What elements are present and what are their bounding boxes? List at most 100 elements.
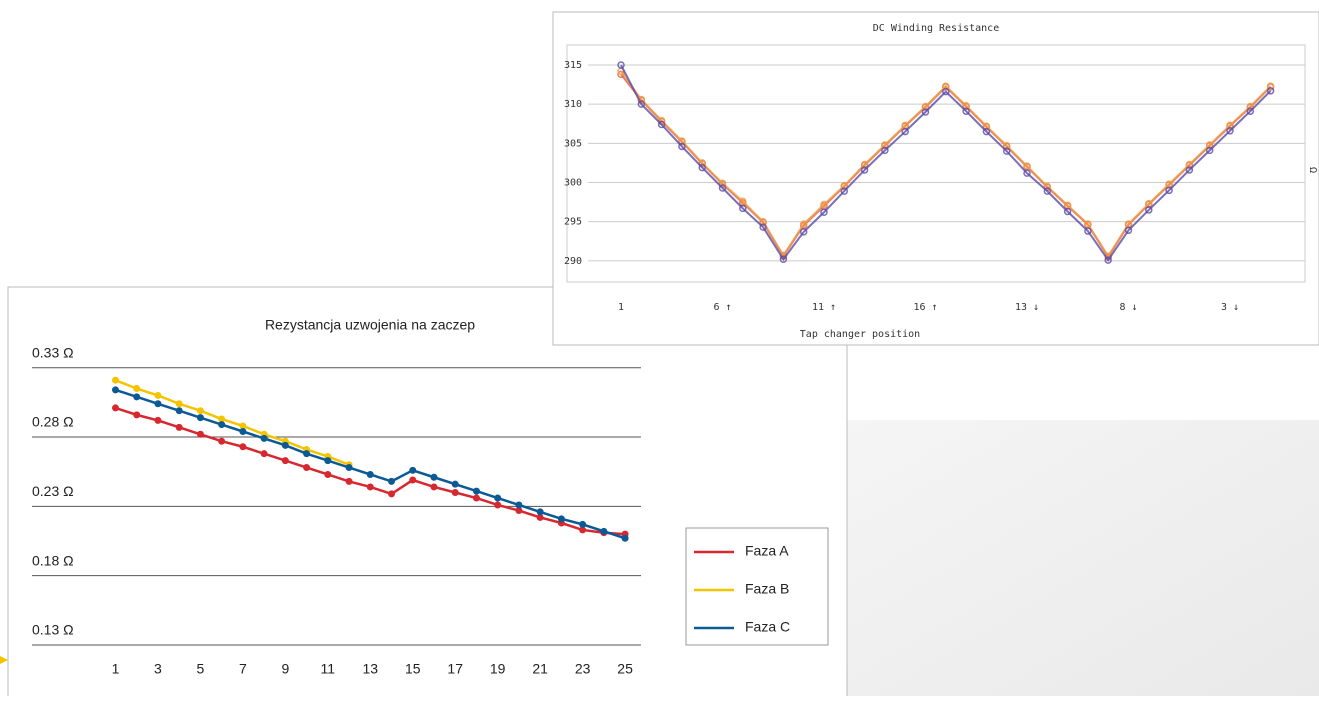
data-point xyxy=(637,100,646,108)
data-point xyxy=(345,477,353,485)
x-axis-label: Tap changer position xyxy=(800,329,920,340)
x-tick-label: 8 ↓ xyxy=(1119,302,1137,313)
x-tick-label: 3 xyxy=(154,661,162,677)
x-tick-label: 9 xyxy=(281,661,289,677)
data-point xyxy=(388,477,396,485)
data-point xyxy=(779,255,788,264)
data-point xyxy=(472,487,480,495)
data-point xyxy=(133,411,141,419)
data-point xyxy=(621,534,629,542)
x-tick-label: 1 xyxy=(618,302,624,313)
data-point xyxy=(1084,227,1092,235)
data-point xyxy=(451,480,459,488)
data-point xyxy=(111,404,119,412)
data-point xyxy=(799,228,808,236)
data-point xyxy=(218,415,226,423)
data-point xyxy=(281,441,289,449)
data-point xyxy=(175,423,183,431)
arrow-decoration xyxy=(0,656,8,664)
data-point xyxy=(196,407,204,415)
data-point xyxy=(1084,220,1092,228)
data-point xyxy=(1023,169,1031,177)
data-point xyxy=(366,470,374,478)
data-point xyxy=(366,483,374,491)
data-point xyxy=(718,184,727,192)
data-point xyxy=(921,108,930,116)
data-point xyxy=(218,421,226,429)
data-point xyxy=(1226,127,1234,135)
data-point xyxy=(1063,207,1072,216)
data-point xyxy=(218,437,226,445)
legend-label: Faza C xyxy=(745,619,790,635)
legend-box xyxy=(685,527,829,646)
data-point xyxy=(579,526,587,534)
data-point xyxy=(133,393,141,401)
data-point xyxy=(759,223,767,231)
data-point xyxy=(1266,87,1275,95)
data-point xyxy=(579,520,587,528)
data-point xyxy=(196,414,204,422)
y-tick-label: 290 xyxy=(564,256,582,267)
data-point xyxy=(881,146,889,155)
data-point xyxy=(718,179,727,188)
data-point xyxy=(1043,187,1052,195)
series-line xyxy=(620,70,1272,259)
data-point xyxy=(678,142,686,151)
data-point xyxy=(324,470,332,478)
data-point xyxy=(409,466,417,474)
y-tick-label: 0.28 Ω xyxy=(32,414,74,430)
y-axis-label: Ω xyxy=(1307,167,1318,173)
data-point xyxy=(617,61,625,69)
data-point xyxy=(430,473,438,481)
data-point xyxy=(1246,107,1255,115)
y-tick-label: 295 xyxy=(564,217,582,228)
chart-title: Rezystancja uzwojenia na zaczep xyxy=(265,317,475,333)
chart-title: DC Winding Resistance xyxy=(873,23,999,34)
data-point xyxy=(1246,102,1255,111)
chart-resistance-per-tap: Rezystancja uzwojenia na zaczep 0.13 Ω 0.… xyxy=(7,286,848,696)
x-tick-label: 5 xyxy=(197,661,205,677)
data-point xyxy=(409,476,417,484)
data-point xyxy=(1124,226,1133,235)
x-tick-label: 11 xyxy=(321,661,336,677)
background-panel xyxy=(847,420,1319,696)
data-point xyxy=(324,457,332,465)
data-point xyxy=(739,197,747,206)
data-point xyxy=(303,464,311,472)
data-point xyxy=(303,450,311,458)
data-point xyxy=(698,163,706,172)
data-point xyxy=(515,507,523,515)
data-point xyxy=(239,428,247,435)
x-tick-label: 7 xyxy=(239,661,247,677)
data-point xyxy=(1266,82,1275,90)
data-point xyxy=(494,501,502,509)
data-point xyxy=(154,391,162,399)
legend-label: Faza B xyxy=(745,581,789,597)
x-tick-label: 16 ↑ xyxy=(913,302,937,313)
data-point xyxy=(1043,182,1052,191)
panel-border xyxy=(7,286,848,696)
y-tick-label: 0.33 Ω xyxy=(32,344,74,360)
data-point xyxy=(557,515,565,523)
data-point xyxy=(111,376,119,384)
x-tick-label: 3 ↓ xyxy=(1221,302,1239,313)
y-tick-label: 305 xyxy=(564,138,582,149)
data-point xyxy=(820,208,828,217)
series-line xyxy=(620,64,1272,262)
series-line xyxy=(115,379,350,466)
data-point xyxy=(962,107,970,115)
data-point xyxy=(1205,146,1214,155)
data-point xyxy=(239,422,247,430)
y-tick-label: 0.18 Ω xyxy=(32,552,74,568)
data-point xyxy=(494,494,502,502)
data-point xyxy=(260,434,268,442)
data-point xyxy=(388,490,396,498)
x-tick-label: 23 xyxy=(575,661,591,677)
data-point xyxy=(196,430,204,438)
data-point xyxy=(430,483,438,491)
data-point xyxy=(472,494,480,502)
data-point xyxy=(281,457,289,465)
x-tick-label: 15 xyxy=(405,661,421,677)
data-point xyxy=(1104,256,1112,264)
